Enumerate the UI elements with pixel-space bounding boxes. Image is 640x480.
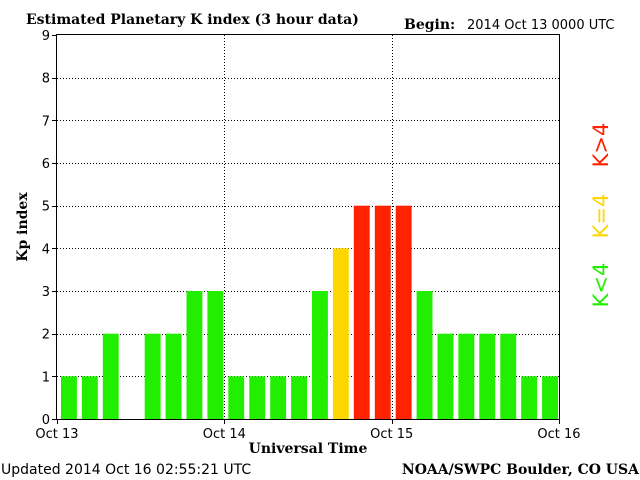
kp-bar <box>165 333 182 419</box>
y-ticks: 0 1 2 3 4 5 6 7 8 9 <box>42 29 57 428</box>
chart-title: Estimated Planetary K index (3 hour data… <box>26 12 359 28</box>
begin-value: 2014 Oct 13 0000 UTC <box>467 18 615 33</box>
kp-bar <box>61 376 77 419</box>
kp-bar <box>312 291 328 419</box>
x-tick-label: Oct 15 <box>370 427 413 442</box>
kp-bar <box>291 376 307 419</box>
y-tick-label: 6 <box>42 157 50 172</box>
kp-bar <box>395 205 412 419</box>
updated-timestamp: Updated 2014 Oct 16 02:55:21 UTC <box>1 462 251 478</box>
x-tick-label: Oct 13 <box>35 427 78 442</box>
y-axis-label: Kp index <box>15 192 31 262</box>
y-tick-label: 9 <box>42 29 50 44</box>
kp-bar <box>81 376 98 419</box>
kp-bar <box>228 376 245 419</box>
y-tick-label: 5 <box>42 200 50 215</box>
y-tick-label: 1 <box>42 370 50 385</box>
kp-bar <box>416 291 433 419</box>
y-tick-label: 8 <box>42 72 50 87</box>
kp-bar <box>144 333 161 419</box>
kp-bar <box>542 376 558 419</box>
kp-bar <box>207 291 224 419</box>
legend-entry: K<4 <box>589 263 613 308</box>
begin-label: Begin: <box>404 17 455 33</box>
legend: K<4 K=4 K>4 <box>589 123 613 308</box>
kp-bar <box>186 291 203 419</box>
x-axis-label: Universal Time <box>249 441 368 457</box>
kp-bar <box>353 205 370 419</box>
x-tick-label: Oct 16 <box>537 427 580 442</box>
kp-bar <box>102 333 119 419</box>
kp-bar <box>437 333 454 419</box>
y-tick-label: 0 <box>42 413 50 428</box>
legend-entry: K=4 <box>589 194 613 239</box>
kp-bar <box>479 333 496 419</box>
legend-entry: K>4 <box>589 123 613 168</box>
kp-bar <box>374 205 391 419</box>
bars <box>61 205 558 419</box>
kp-bar <box>332 248 349 419</box>
grid-lines <box>57 35 559 419</box>
source-credit: NOAA/SWPC Boulder, CO USA <box>402 462 640 478</box>
plot-frame <box>56 34 560 420</box>
y-tick-label: 2 <box>42 328 50 343</box>
y-tick-label: 4 <box>42 242 50 257</box>
kp-bar <box>458 333 475 419</box>
kp-bar <box>249 376 266 419</box>
x-tick-label: Oct 14 <box>203 427 246 442</box>
kp-bar <box>521 376 538 419</box>
y-tick-label: 3 <box>42 285 50 300</box>
kp-bar <box>500 333 517 419</box>
x-ticks: Oct 13 Oct 14 Oct 15 Oct 16 <box>35 419 581 442</box>
kp-bar <box>270 376 287 419</box>
y-tick-label: 7 <box>42 114 50 129</box>
